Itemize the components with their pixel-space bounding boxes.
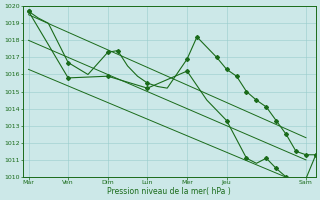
X-axis label: Pression niveau de la mer( hPa ): Pression niveau de la mer( hPa ) bbox=[107, 187, 231, 196]
